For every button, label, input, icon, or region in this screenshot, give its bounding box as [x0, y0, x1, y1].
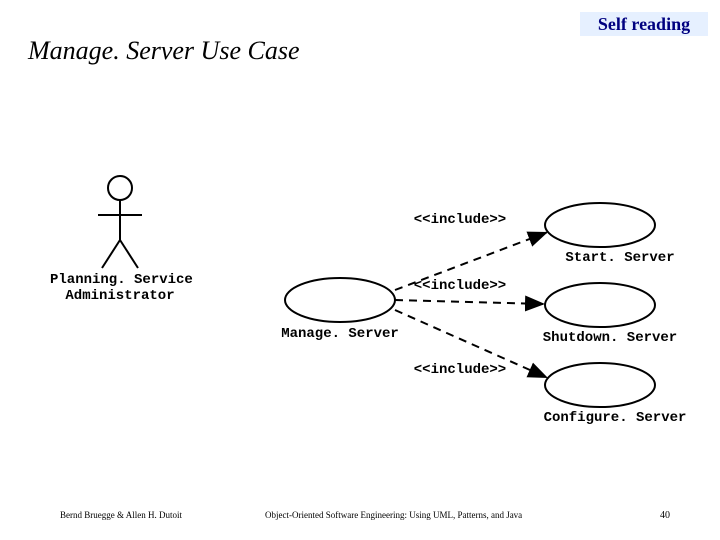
footer-page-number: 40 [660, 510, 670, 521]
include-label-3: <<include>> [400, 362, 520, 378]
use-case-diagram [0, 0, 720, 540]
include-label-1: <<include>> [400, 212, 520, 228]
actor-label: Planning. Service Administrator [50, 272, 190, 304]
usecase-start-label: Start. Server [545, 250, 695, 266]
footer-authors: Bernd Bruegge & Allen H. Dutoit [60, 510, 182, 520]
include-label-2: <<include>> [400, 278, 520, 294]
usecase-configure-label: Configure. Server [520, 410, 710, 426]
footer-book-title: Object-Oriented Software Engineering: Us… [265, 510, 522, 520]
usecase-shutdown-label: Shutdown. Server [520, 330, 700, 346]
usecase-manage-label: Manage. Server [255, 326, 425, 342]
